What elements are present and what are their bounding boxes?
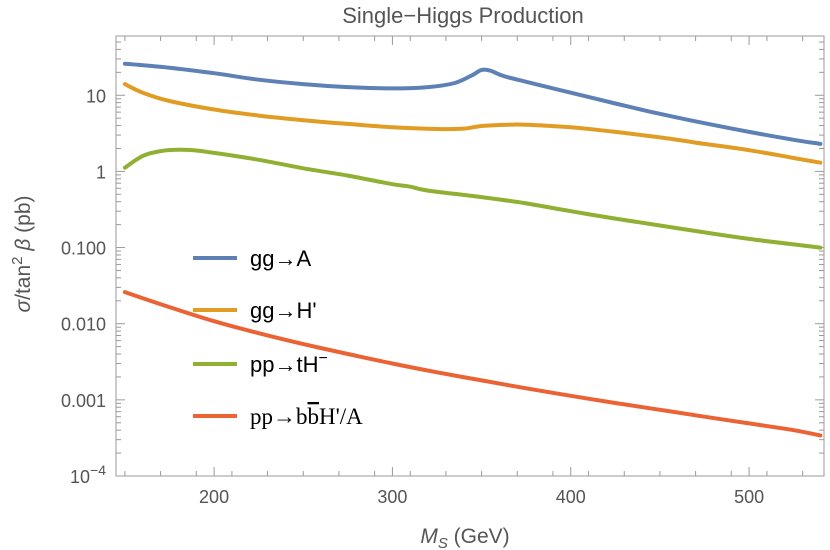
x-tick-label-500: 500 — [734, 487, 764, 507]
plot-frame — [115, 35, 825, 477]
x-tick-label-200: 200 — [199, 487, 229, 507]
legend: gg→A gg→H' pp→tH− pp→bbH'/A — [193, 246, 363, 429]
legend-label-pp-bbh: pp→bbH'/A — [250, 404, 363, 429]
series-layer — [122, 61, 823, 438]
series-line-3 — [122, 290, 823, 438]
y-tick-label-4: 1 — [96, 162, 106, 182]
x-tick-label-400: 400 — [556, 487, 586, 507]
y-tick-label-5: 10 — [86, 86, 106, 106]
legend-label-pp-th: pp→tH− — [250, 350, 328, 377]
series-line-2 — [122, 147, 823, 250]
grid-and-ticks: 200 300 400 500 10−4 0.001 0.010 0.100 1 10 — [61, 35, 824, 507]
series-line-0 — [122, 61, 823, 146]
series-line-1 — [122, 82, 823, 165]
legend-label-gg-a: gg→A — [250, 246, 311, 271]
y-tick-label-3: 0.100 — [61, 239, 106, 259]
y-axis-title: σ/tan2 β (pb) — [9, 195, 35, 312]
y-tick-label-1: 0.001 — [61, 391, 106, 411]
x-tick-label-300: 300 — [377, 487, 407, 507]
chart-title: Single−Higgs Production — [342, 3, 584, 28]
y-tick-label-0: 10−4 — [70, 462, 106, 487]
legend-label-gg-h: gg→H' — [250, 298, 317, 323]
x-axis-title: MS (GeV) — [420, 525, 509, 550]
y-tick-label-2: 0.010 — [61, 315, 106, 335]
